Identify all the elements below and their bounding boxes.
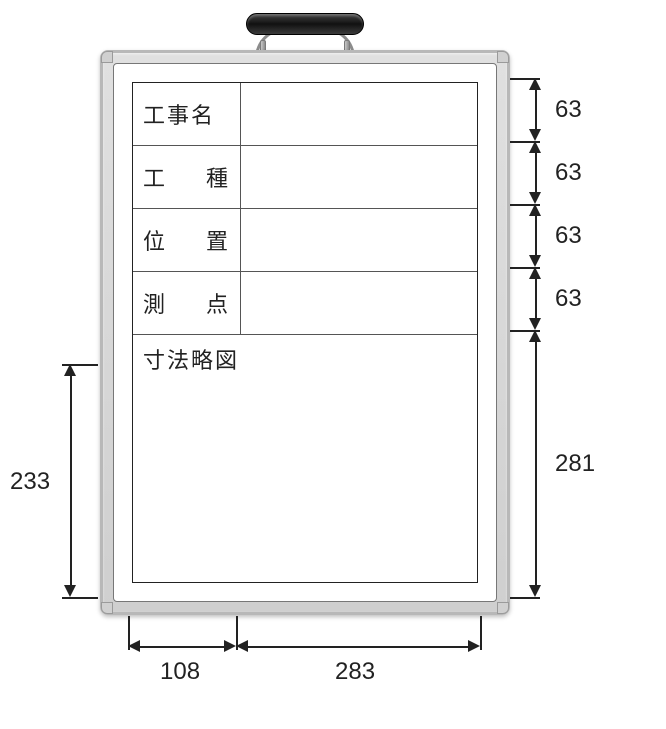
table-row: 位置 — [133, 209, 477, 272]
dim-value: 233 — [10, 468, 50, 496]
dim-tick — [510, 597, 540, 599]
label-char: 名 — [191, 98, 215, 130]
dim-value: 63 — [555, 222, 582, 250]
table-row: 工種 — [133, 146, 477, 209]
table-row: 工事名 — [133, 83, 477, 146]
whiteboard-frame: 工事名 工種 位置 測点 — [100, 50, 510, 615]
label-char: 工 — [143, 161, 167, 193]
label-char: 工 — [143, 98, 167, 130]
label-char: 事 — [167, 98, 191, 130]
frame-corner-bl — [101, 602, 113, 614]
frame-corner-tl — [101, 51, 113, 63]
row-label: 位置 — [133, 209, 241, 271]
label-char: 置 — [206, 224, 230, 256]
row-label: 工種 — [133, 146, 241, 208]
row-label: 工事名 — [133, 83, 241, 145]
bottom-area: 寸法略図 — [133, 335, 477, 582]
label-char: 点 — [206, 287, 230, 319]
diagram-canvas: 工事名 工種 位置 測点 — [0, 0, 666, 729]
bottom-label: 寸法略図 — [143, 348, 239, 373]
whiteboard-surface: 工事名 工種 位置 測点 — [113, 63, 497, 602]
dim-tick — [62, 597, 98, 599]
label-char: 種 — [206, 161, 230, 193]
label-char: 位 — [143, 224, 167, 256]
table-row: 測点 — [133, 272, 477, 335]
dim-tick — [480, 616, 482, 650]
handle-grip — [246, 13, 364, 35]
dim-value: 108 — [160, 658, 200, 686]
dim-value: 281 — [555, 450, 595, 478]
dim-value: 63 — [555, 96, 582, 124]
label-char: 測 — [143, 287, 167, 319]
frame-corner-tr — [497, 51, 509, 63]
dim-value: 283 — [335, 658, 375, 686]
board-table: 工事名 工種 位置 測点 — [132, 82, 478, 583]
frame-corner-br — [497, 602, 509, 614]
row-label: 測点 — [133, 272, 241, 334]
dim-value: 63 — [555, 285, 582, 313]
dim-value: 63 — [555, 159, 582, 187]
